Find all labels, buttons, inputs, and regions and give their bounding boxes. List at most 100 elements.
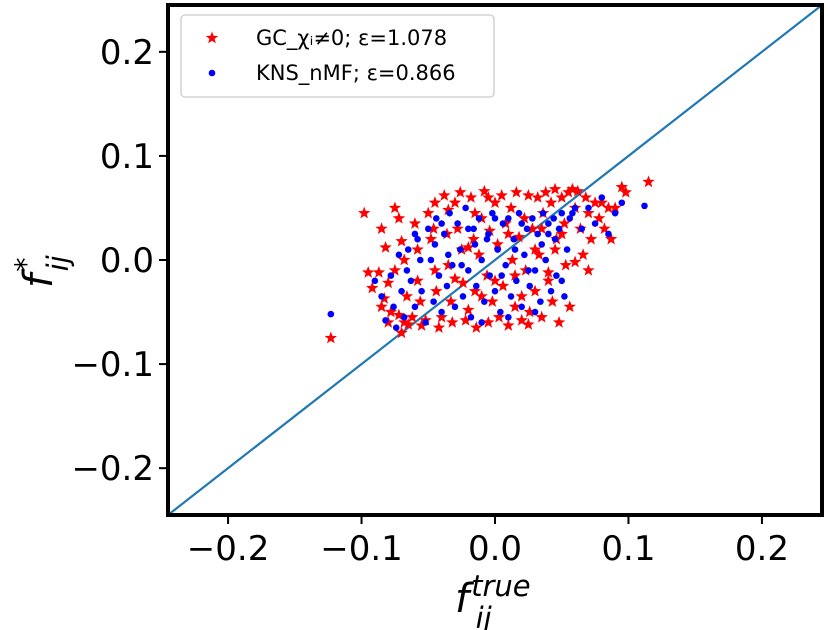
x-tick-label: −0.2 xyxy=(187,529,270,569)
x-tick-label: 0.2 xyxy=(735,529,789,569)
star-point xyxy=(398,315,411,328)
circle-point xyxy=(422,319,429,326)
star-point xyxy=(579,191,592,203)
x-tick-label: 0.0 xyxy=(468,529,522,569)
circle-point xyxy=(537,298,544,305)
star-point xyxy=(462,241,475,253)
star-point xyxy=(478,184,491,197)
legend-star-icon xyxy=(205,31,219,44)
circle-point xyxy=(523,225,531,233)
circle-point xyxy=(571,204,579,212)
star-point xyxy=(608,201,622,214)
circle-point xyxy=(531,267,539,274)
star-point xyxy=(555,227,568,240)
circle-point xyxy=(561,293,568,300)
circle-point xyxy=(641,202,648,210)
star-point xyxy=(542,274,555,287)
circle-point xyxy=(558,277,566,285)
star-point xyxy=(475,289,488,302)
star-point xyxy=(486,295,499,307)
legend-star-marker xyxy=(205,31,219,44)
star-point xyxy=(392,211,406,224)
star-point xyxy=(526,222,539,235)
circle-point xyxy=(400,313,408,321)
circle-point xyxy=(403,267,411,274)
star-point xyxy=(615,180,628,193)
circle-point xyxy=(443,282,451,290)
circle-point xyxy=(531,308,539,316)
circle-point xyxy=(411,230,419,238)
star-point xyxy=(435,310,448,323)
star-point xyxy=(555,191,568,203)
circle-point xyxy=(407,277,415,285)
circle-point xyxy=(525,267,532,274)
star-point xyxy=(442,203,455,216)
star-point xyxy=(548,182,562,195)
circle-point xyxy=(538,241,546,248)
circle-point xyxy=(471,241,479,248)
circle-point xyxy=(446,209,453,217)
star-point xyxy=(506,253,519,266)
star-point xyxy=(528,284,542,297)
circle-point xyxy=(398,287,405,295)
star-point xyxy=(535,310,548,323)
circle-point xyxy=(518,220,525,227)
circle-point xyxy=(545,220,552,227)
circle-point xyxy=(511,246,519,253)
circle-point xyxy=(505,313,512,321)
identity-reference-line xyxy=(168,5,822,515)
star-point xyxy=(598,222,611,235)
circle-point xyxy=(371,277,379,285)
circle-point xyxy=(414,235,421,243)
circle-point xyxy=(553,272,560,279)
circle-point xyxy=(431,241,439,248)
star-point xyxy=(515,289,528,302)
star-point xyxy=(442,258,455,271)
star-point xyxy=(532,248,546,261)
y-axis-ticks: −0.2 −0.1 0.0 0.1 0.2 xyxy=(71,33,168,489)
star-point xyxy=(379,241,392,253)
circle-point xyxy=(418,287,425,295)
star-point xyxy=(400,289,414,302)
star-point xyxy=(602,201,615,214)
circle-point xyxy=(378,293,385,300)
star-point xyxy=(518,211,531,224)
star-point xyxy=(438,188,451,201)
circle-point xyxy=(478,319,485,326)
circle-point xyxy=(470,225,477,233)
circle-point xyxy=(440,230,448,238)
circle-point xyxy=(515,209,523,217)
star-point xyxy=(459,313,472,326)
circle-point xyxy=(458,261,465,269)
circle-point xyxy=(432,215,440,222)
star-point xyxy=(415,319,428,331)
circle-point xyxy=(558,209,566,217)
star-point xyxy=(528,243,542,255)
star-point xyxy=(382,276,395,289)
star-point xyxy=(568,255,582,268)
circle-point xyxy=(459,293,467,300)
star-point xyxy=(491,237,504,250)
star-point xyxy=(482,315,495,328)
circle-point xyxy=(566,215,574,222)
circle-point xyxy=(451,303,459,311)
star-point xyxy=(504,201,518,214)
circle-point xyxy=(438,220,445,227)
circle-point xyxy=(510,235,517,243)
star-point xyxy=(456,276,470,289)
circle-point xyxy=(475,215,483,222)
circle-point xyxy=(382,317,389,324)
star-point xyxy=(495,188,508,201)
y-tick-label: −0.1 xyxy=(71,345,154,385)
circle-point xyxy=(491,215,499,222)
x-axis-ticks: −0.2 −0.1 0.0 0.1 0.2 xyxy=(187,515,789,569)
star-point xyxy=(467,232,480,245)
star-point xyxy=(392,308,406,321)
star-point xyxy=(448,272,462,284)
star-point xyxy=(430,284,443,297)
star-point xyxy=(588,196,602,209)
star-point xyxy=(388,201,402,214)
circle-point xyxy=(505,215,512,222)
circle-point xyxy=(513,277,520,285)
